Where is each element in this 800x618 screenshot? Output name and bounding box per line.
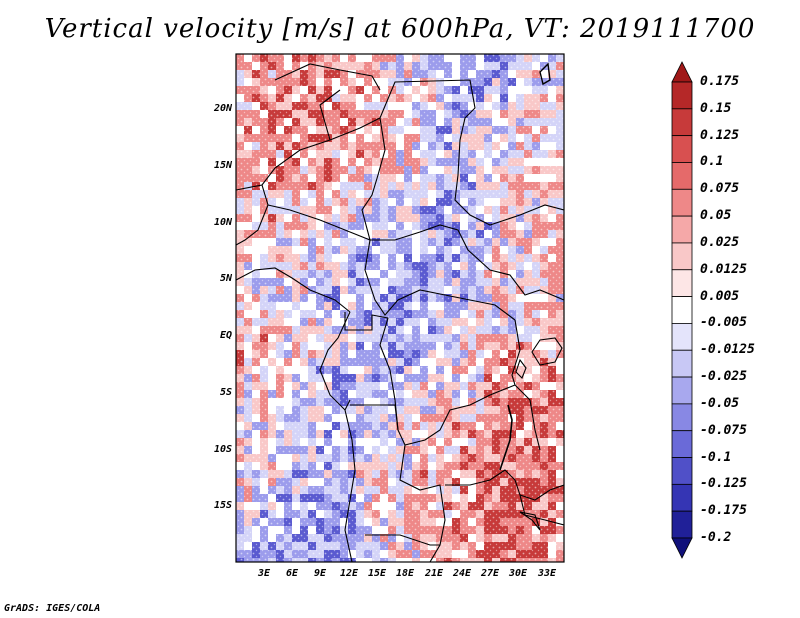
border-line	[236, 184, 269, 246]
colorbar	[671, 61, 693, 559]
colorbar-segment	[671, 135, 693, 163]
lake-outline	[531, 337, 563, 366]
colorbar-label: -0.025	[700, 369, 747, 385]
colorbar-label: -0.05	[700, 395, 740, 411]
colorbar-label: 0.005	[700, 288, 740, 304]
border-line	[445, 469, 564, 501]
colorbar-segment	[671, 376, 693, 405]
colorbar-segment	[671, 349, 693, 378]
vertical-velocity-field	[236, 54, 564, 562]
colorbar-segment	[671, 215, 693, 244]
longitude-label: 15E	[367, 568, 387, 579]
border-line	[370, 224, 564, 301]
border-line	[267, 204, 371, 241]
colorbar-segment	[671, 430, 693, 458]
border-line	[274, 63, 381, 91]
latitude-label: 20N	[213, 103, 232, 114]
colorbar-segment	[671, 323, 693, 351]
map-title: Vertical velocity [m/s] at 600hPa, VT: 2…	[44, 14, 756, 44]
colorbar-label: -0.175	[700, 503, 747, 519]
latitude-label: 10S	[213, 444, 232, 455]
longitude-label: 6E	[285, 568, 299, 579]
latitude-label: 10N	[213, 217, 232, 228]
map-frame	[235, 53, 565, 563]
border-line	[364, 239, 516, 321]
border-line	[365, 534, 440, 546]
colorbar-label: 0.175	[700, 74, 740, 89]
colorbar-label: 0.15	[700, 100, 732, 116]
longitude-label: 24E	[452, 568, 472, 579]
latitude-label: EQ	[219, 330, 232, 341]
colorbar-segment	[671, 269, 693, 297]
colorbar-label: 0.025	[700, 234, 740, 250]
latitude-label: 15S	[213, 500, 232, 511]
colorbar-label: -0.1	[700, 449, 732, 465]
border-line	[350, 404, 399, 431]
colorbar-segment	[671, 457, 693, 485]
lake-outline	[539, 62, 551, 86]
border-line	[319, 89, 341, 141]
colorbar-label: 0.125	[700, 127, 740, 143]
longitude-label: 21E	[424, 568, 444, 579]
colorbar-label: 0.075	[700, 181, 740, 197]
longitude-label: 33E	[537, 568, 557, 579]
longitude-label: 30E	[508, 568, 528, 579]
colorbar-segment	[671, 483, 693, 512]
colorbar-segment	[671, 188, 693, 217]
colorbar-label: 0.0125	[700, 261, 747, 277]
latitude-label: 5S	[219, 387, 232, 398]
border-line	[236, 267, 351, 313]
border-line	[519, 494, 564, 526]
software-credit: GrADS: IGES/COLA	[4, 603, 101, 614]
colorbar-label: -0.005	[700, 315, 747, 331]
lake-outline	[499, 404, 513, 471]
border-line	[344, 409, 356, 562]
longitude-label: 18E	[395, 568, 415, 579]
colorbar-label: -0.2	[700, 530, 732, 545]
longitude-label: 27E	[480, 568, 500, 579]
border-line	[361, 117, 386, 241]
colorbar-label: 0.05	[700, 208, 732, 224]
latitude-label: 15N	[213, 160, 232, 171]
colorbar-segment	[671, 162, 693, 190]
border-line	[379, 317, 516, 446]
longitude-label: 12E	[339, 568, 359, 579]
colorbar-segment	[671, 242, 693, 271]
longitude-label: 3E	[257, 568, 271, 579]
border-line	[236, 79, 564, 226]
colorbar-lower-arrow	[671, 537, 693, 559]
colorbar-segment	[671, 403, 693, 432]
colorbar-label: -0.125	[700, 476, 747, 492]
colorbar-segment	[671, 108, 693, 137]
longitude-label: 9E	[313, 568, 327, 579]
country-borders	[236, 62, 564, 562]
colorbar-segment	[671, 81, 693, 110]
colorbar-label: -0.0125	[700, 342, 755, 358]
colorbar-upper-arrow	[671, 61, 693, 83]
lake-outline	[515, 358, 527, 379]
lake-outline	[519, 511, 541, 531]
colorbar-segment	[671, 296, 693, 324]
colorbar-segment	[671, 510, 693, 539]
colorbar-label: 0.1	[700, 154, 724, 170]
border-line	[511, 319, 541, 451]
colorbar-label: -0.075	[700, 422, 747, 438]
latitude-label: 5N	[219, 273, 232, 284]
